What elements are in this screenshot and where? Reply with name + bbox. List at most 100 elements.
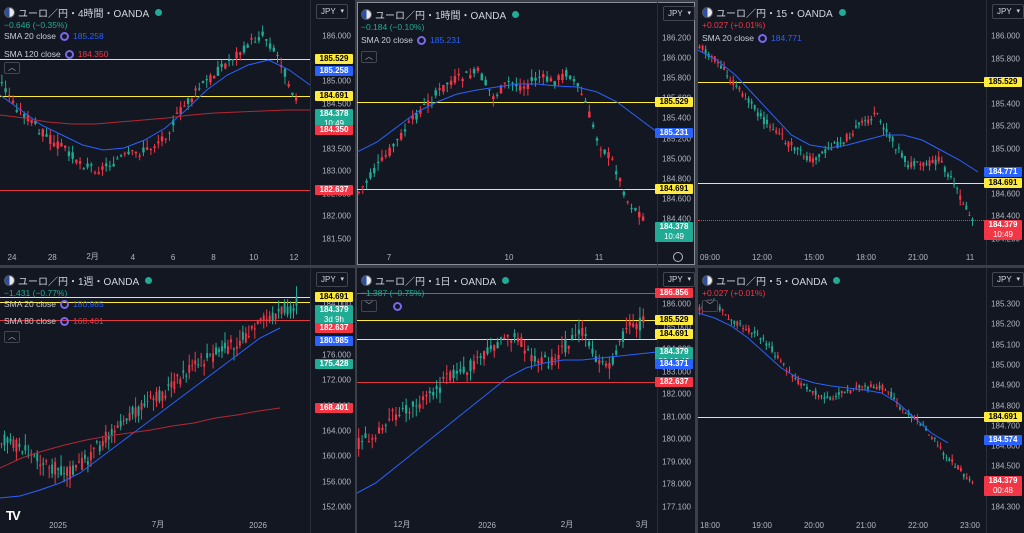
candle <box>461 77 464 88</box>
level-line[interactable] <box>0 320 310 321</box>
candle <box>849 389 852 395</box>
sma-legend[interactable]: SMA 120 close 184.350 <box>4 49 108 59</box>
candle <box>123 151 126 157</box>
candle <box>457 68 460 81</box>
price-axis[interactable]: 186.000185.800185.600185.400185.200185.0… <box>984 0 1024 265</box>
currency-select[interactable]: JPY ▾ <box>663 272 695 287</box>
candle <box>518 78 522 94</box>
level-line[interactable] <box>357 320 657 321</box>
candle <box>95 439 98 445</box>
level-line[interactable] <box>357 102 657 103</box>
sma-legend[interactable]: SMA 20 close 185.258 <box>4 31 104 41</box>
indicator-settings-icon[interactable] <box>393 302 402 311</box>
sma-legend[interactable]: SMA 20 close 180.985 <box>4 299 104 309</box>
collapse-legend-button[interactable]: ﹀ <box>702 300 718 312</box>
level-line[interactable] <box>698 183 986 184</box>
price-plot[interactable] <box>698 0 986 247</box>
chart-panel-4h[interactable]: ユーロ／円・4時間・OANDA −0.646 (−0.35%) SMA 20 clo… <box>0 0 355 265</box>
chart-panel-1d[interactable]: ユーロ／円・1日・OANDA −1.387 (−0.75%) ﹀ 186.000 185… <box>357 268 695 533</box>
sma-legend[interactable]: SMA 80 close 168.401 <box>4 316 104 326</box>
price-plot[interactable] <box>0 0 310 247</box>
price-tag: 184.771 <box>984 167 1022 177</box>
price-plot[interactable] <box>0 268 310 515</box>
candle <box>750 332 753 339</box>
price-axis[interactable]: 186.000185.500185.000184.500184.000183.5… <box>310 0 355 265</box>
level-line[interactable] <box>0 96 310 97</box>
price-plot[interactable] <box>698 268 986 515</box>
candle <box>257 31 261 44</box>
price-tag: 175.428 <box>315 359 353 369</box>
candle <box>469 68 472 80</box>
currency-select[interactable]: JPY ▾ <box>663 6 695 21</box>
candle <box>721 308 724 316</box>
currency-select[interactable]: JPY ▾ <box>316 272 348 287</box>
candle <box>732 75 735 91</box>
level-line[interactable] <box>698 82 986 83</box>
level-line[interactable] <box>357 189 657 190</box>
candle <box>762 334 765 342</box>
level-line[interactable] <box>0 59 310 60</box>
chart-panel-15m[interactable]: ユーロ／円・15・OANDA +0.027 (+0.01%) SMA 20 clos… <box>698 0 1024 265</box>
level-line[interactable] <box>357 339 657 340</box>
candle <box>418 395 421 413</box>
collapse-legend-button[interactable]: ︿ <box>4 331 20 343</box>
price-axis[interactable]: 184.000180.000176.000172.000168.000164.0… <box>310 268 355 533</box>
chart-settings-icon[interactable] <box>673 252 683 262</box>
candle <box>560 336 564 354</box>
chart-panel-1h[interactable]: ユーロ／円・1時間・OANDA −0.184 (−0.10%) SMA 20 clo… <box>357 2 695 265</box>
sma-legend[interactable]: SMA 20 close 185.231 <box>361 35 461 45</box>
level-line[interactable] <box>698 417 986 418</box>
indicator-settings-icon[interactable] <box>64 49 74 59</box>
price-plot[interactable] <box>357 2 657 247</box>
price-tick: 181.500 <box>322 234 351 244</box>
indicator-settings-icon[interactable] <box>59 316 69 326</box>
candle <box>60 138 63 147</box>
time-tick: 2025 <box>49 521 67 530</box>
candle <box>78 157 82 170</box>
level-line[interactable] <box>357 293 657 294</box>
candle <box>574 323 577 339</box>
level-line[interactable] <box>357 382 657 383</box>
level-line[interactable] <box>0 302 310 303</box>
currency-select[interactable]: JPY ▾ <box>992 272 1024 287</box>
price-axis[interactable]: 185.300 185.200 185.100 185.000 184.900 184.8… <box>984 268 1024 533</box>
price-axis[interactable]: 186.000185.000184.000183.000182.000181.0… <box>655 268 695 533</box>
collapse-legend-button[interactable]: ︿ <box>4 62 20 74</box>
symbol-title[interactable]: ユーロ／円・4時間・OANDA <box>4 5 163 20</box>
level-line[interactable] <box>0 190 310 191</box>
chart-panel-5m[interactable]: ユーロ／円・5・OANDA +0.027 (+0.01%) ﹀ 185.300 185.… <box>698 268 1024 533</box>
collapse-legend-button[interactable]: ﹀ <box>361 300 377 312</box>
price-tick: 184.400 <box>662 214 691 224</box>
price-plot[interactable] <box>357 268 657 515</box>
candle <box>426 93 430 114</box>
candle <box>175 106 179 115</box>
symbol-title[interactable]: ユーロ／円・1週・OANDA <box>4 273 153 288</box>
sma-legend[interactable]: SMA 20 close 184.771 <box>702 33 802 43</box>
candle <box>472 354 475 374</box>
tradingview-logo[interactable]: TV <box>6 508 21 523</box>
symbol-title[interactable]: ユーロ／円・5・OANDA <box>702 273 841 288</box>
market-open-icon <box>502 277 510 284</box>
level-line[interactable] <box>0 297 310 298</box>
candle <box>933 437 936 443</box>
symbol-title[interactable]: ユーロ／円・15・OANDA <box>702 5 846 20</box>
currency-select[interactable]: JPY ▾ <box>992 4 1024 19</box>
price-axis[interactable]: 186.200186.000185.800185.600185.400185.2… <box>655 2 695 265</box>
currency-select[interactable]: JPY ▾ <box>316 4 348 19</box>
candle <box>845 132 848 143</box>
indicator-settings-icon[interactable] <box>59 299 69 309</box>
price-tick: 184.700 <box>991 421 1020 431</box>
collapse-legend-button[interactable]: ︿ <box>361 51 377 63</box>
indicator-settings-icon[interactable] <box>757 33 767 43</box>
level-line[interactable] <box>698 220 986 221</box>
indicator-settings-icon[interactable] <box>59 31 69 41</box>
chart-panel-1w[interactable]: ユーロ／円・1週・OANDA −1.431 (−0.77%) SMA 20 clos… <box>0 268 355 533</box>
candle <box>110 424 113 443</box>
time-tick: 12 <box>289 253 299 262</box>
chevron-down-icon: ▾ <box>1016 276 1020 283</box>
price-tag: 184.574 <box>984 435 1022 445</box>
candle <box>956 186 959 195</box>
symbol-title[interactable]: ユーロ／円・1時間・OANDA <box>361 7 520 22</box>
indicator-settings-icon[interactable] <box>416 35 426 45</box>
symbol-title[interactable]: ユーロ／円・1日・OANDA <box>361 273 510 288</box>
